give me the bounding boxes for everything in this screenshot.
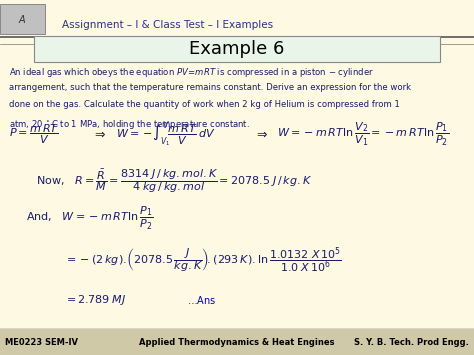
Text: done on the gas. Calculate the quantity of work when 2 kg of Helium is compresse: done on the gas. Calculate the quantity …	[9, 100, 401, 109]
Text: S. Y. B. Tech. Prod Engg.: S. Y. B. Tech. Prod Engg.	[355, 338, 469, 347]
FancyBboxPatch shape	[0, 329, 474, 355]
Text: And,   $W = -m\,RT\ln\dfrac{P_1}{P_2}$: And, $W = -m\,RT\ln\dfrac{P_1}{P_2}$	[26, 205, 153, 232]
Text: atm, 20 $^\circ$C to 1 MPa, holding the temperature constant.: atm, 20 $^\circ$C to 1 MPa, holding the …	[9, 118, 250, 131]
Text: Now,   $R = \dfrac{\bar{R}}{M} = \dfrac{8314\;J\,/\,kg.mol.K}{4\;kg\,/\,kg.mol} : Now, $R = \dfrac{\bar{R}}{M} = \dfrac{83…	[36, 167, 312, 195]
Text: $\Rightarrow$: $\Rightarrow$	[254, 128, 268, 141]
Text: ME0223 SEM-IV: ME0223 SEM-IV	[5, 338, 78, 347]
Text: Example 6: Example 6	[189, 40, 285, 58]
Text: $P = \dfrac{m\,RT}{V}$: $P = \dfrac{m\,RT}{V}$	[9, 122, 60, 146]
FancyBboxPatch shape	[34, 36, 440, 62]
Text: An ideal gas which obeys the equation $PV\!=\!mRT$ is compressed in a piston $-$: An ideal gas which obeys the equation $P…	[9, 66, 374, 80]
Text: $W = -\!\int_{V_1}^{V}\!\dfrac{m\,RT}{V}\,dV$: $W = -\!\int_{V_1}^{V}\!\dfrac{m\,RT}{V}…	[116, 119, 216, 149]
FancyBboxPatch shape	[0, 4, 45, 34]
Text: Applied Thermodynamics & Heat Engines: Applied Thermodynamics & Heat Engines	[139, 338, 335, 347]
Text: A: A	[19, 15, 26, 24]
Text: Assignment – I & Class Test – I Examples: Assignment – I & Class Test – I Examples	[62, 20, 273, 30]
Text: $W = -m\,RT\ln\dfrac{V_2}{V_1} = -m\,RT\ln\dfrac{P_1}{P_2}$: $W = -m\,RT\ln\dfrac{V_2}{V_1} = -m\,RT\…	[277, 121, 449, 148]
Text: $\Rightarrow$: $\Rightarrow$	[92, 128, 107, 141]
Text: arrangement, such that the temperature remains constant. Derive an expression fo: arrangement, such that the temperature r…	[9, 83, 411, 92]
Text: $= 2.789\;MJ$: $= 2.789\;MJ$	[64, 293, 126, 307]
Text: $= -(2\,kg).\!\left(2078.5\,\dfrac{J}{kg.K}\right)\!.(293\,K).\ln\dfrac{1.0132\;: $= -(2\,kg).\!\left(2078.5\,\dfrac{J}{kg…	[64, 245, 342, 275]
Text: $\ldots$Ans: $\ldots$Ans	[187, 294, 217, 306]
